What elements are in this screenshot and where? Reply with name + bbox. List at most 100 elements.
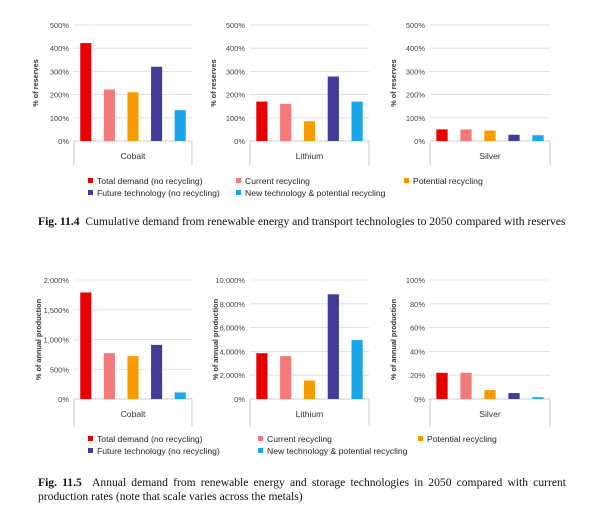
caption-label: Fig. 11.4: [38, 215, 80, 228]
y-tick-label: 400%: [226, 44, 246, 53]
bar-cobalt-3: [127, 356, 139, 399]
legend-swatch: [88, 436, 93, 441]
bar-lithium-3: [303, 121, 316, 141]
bar-silver-2: [460, 129, 472, 141]
y-tick-label: 40%: [410, 347, 425, 356]
legend-swatch: [258, 436, 263, 441]
y-tick-label: 0%: [414, 395, 425, 404]
bar-cobalt-4: [151, 66, 163, 141]
y-tick-label: 4,000%: [220, 347, 246, 356]
bar-silver-5: [532, 135, 544, 141]
y-tick-label: 300%: [406, 67, 426, 76]
legend-item-potential-recycling: Potential recycling: [404, 176, 483, 186]
y-tick-label: 6,000%: [220, 324, 246, 333]
y-tick-label: 400%: [50, 44, 70, 53]
y-tick-label: 100%: [50, 114, 70, 123]
caption-label: Fig. 11.5: [38, 476, 82, 489]
caption-fig-11-4: Fig. 11.4 Cumulative demand from renewab…: [38, 215, 566, 229]
y-tick-label: 400%: [406, 44, 426, 53]
category-label: Cobalt: [121, 151, 146, 161]
bar-lithium-2: [280, 103, 292, 141]
bar-lithium-3: [303, 380, 316, 399]
bar-silver-3: [484, 130, 496, 141]
y-tick-label: 2,000%: [220, 371, 246, 380]
bar-lithium-2: [280, 356, 292, 399]
legend-fig-11-4: Total demand (no recycling) Current recy…: [88, 176, 558, 200]
y-tick-label: 0%: [234, 137, 245, 146]
legend-swatch: [88, 190, 93, 195]
y-tick-label: 500%: [226, 21, 246, 30]
legend-item-future-technology: Future technology (no recycling): [88, 446, 220, 456]
legend-item-total-demand: Total demand (no recycling): [88, 176, 203, 186]
y-tick-label: 0%: [58, 137, 69, 146]
y-tick-label: 8,000%: [220, 300, 246, 309]
legend-fig-11-5: Total demand (no recycling) Current recy…: [88, 434, 558, 458]
legend-swatch: [236, 178, 241, 183]
caption-text: Cumulative demand from renewable energy …: [85, 215, 566, 228]
category-label: Lithium: [296, 409, 324, 419]
legend-swatch: [404, 178, 409, 183]
y-tick-label: 100%: [406, 276, 426, 285]
bar-silver-5: [532, 397, 544, 399]
bar-cobalt-4: [151, 344, 163, 399]
legend-item-current-recycling: Current recycling: [258, 434, 332, 444]
y-tick-label: 200%: [50, 91, 70, 100]
y-tick-label: 80%: [410, 300, 425, 309]
y-axis-label: % of reserves: [209, 59, 218, 106]
bar-cobalt-1: [80, 292, 92, 399]
y-axis-label: % of reserves: [389, 59, 398, 106]
y-tick-label: 300%: [226, 67, 246, 76]
bar-cobalt-3: [127, 92, 139, 141]
bar-lithium-1: [256, 353, 268, 399]
bar-lithium-5: [351, 340, 363, 399]
bar-cobalt-5: [174, 392, 186, 399]
legend-item-new-technology: New technology & potential recycling: [258, 446, 407, 456]
y-tick-label: 500%: [406, 21, 426, 30]
y-tick-label: 60%: [410, 324, 425, 333]
category-label: Silver: [479, 409, 501, 419]
y-axis-label: % of annual production: [34, 299, 43, 380]
bar-lithium-4: [327, 76, 339, 141]
y-tick-label: 100%: [226, 114, 246, 123]
y-tick-label: 200%: [406, 91, 426, 100]
bar-cobalt-2: [103, 89, 115, 141]
bar-silver-2: [460, 372, 472, 399]
y-axis-label: % of annual production: [389, 299, 398, 380]
caption-fig-11-5: Fig. 11.5 Annual demand from renewable e…: [38, 476, 566, 504]
caption-text: Annual demand from renewable energy and …: [38, 476, 567, 503]
y-tick-label: 1,000%: [44, 336, 70, 345]
legend-item-total-demand: Total demand (no recycling): [88, 434, 203, 444]
legend-swatch: [88, 448, 93, 453]
y-tick-label: 20%: [410, 371, 425, 380]
bar-lithium-1: [256, 101, 268, 141]
y-axis-label: % of annual production: [211, 299, 220, 380]
legend-swatch: [236, 190, 241, 195]
bar-silver-1: [436, 372, 448, 399]
y-tick-label: 500%: [50, 365, 70, 374]
y-tick-label: 200%: [226, 91, 246, 100]
legend-item-future-technology: Future technology (no recycling): [88, 188, 220, 198]
bar-cobalt-5: [174, 110, 186, 141]
y-tick-label: 100%: [406, 114, 426, 123]
legend-swatch: [258, 448, 263, 453]
bar-silver-1: [436, 129, 448, 141]
y-tick-label: 300%: [50, 67, 70, 76]
category-label: Cobalt: [121, 409, 146, 419]
bar-cobalt-1: [80, 43, 92, 141]
y-axis-label: % of reserves: [31, 59, 40, 106]
bar-lithium-4: [327, 294, 339, 399]
y-tick-label: 0%: [58, 395, 69, 404]
legend-item-new-technology: New technology & potential recycling: [236, 188, 385, 198]
legend-item-current-recycling: Current recycling: [236, 176, 310, 186]
bar-silver-3: [484, 390, 496, 399]
legend-swatch: [418, 436, 423, 441]
category-label: Lithium: [296, 151, 324, 161]
legend-item-potential-recycling: Potential recycling: [418, 434, 497, 444]
bar-silver-4: [508, 393, 520, 399]
legend-swatch: [88, 178, 93, 183]
y-tick-label: 1,500%: [44, 306, 70, 315]
bar-lithium-5: [351, 101, 363, 141]
y-tick-label: 500%: [50, 21, 70, 30]
y-tick-label: 2,000%: [44, 276, 70, 285]
